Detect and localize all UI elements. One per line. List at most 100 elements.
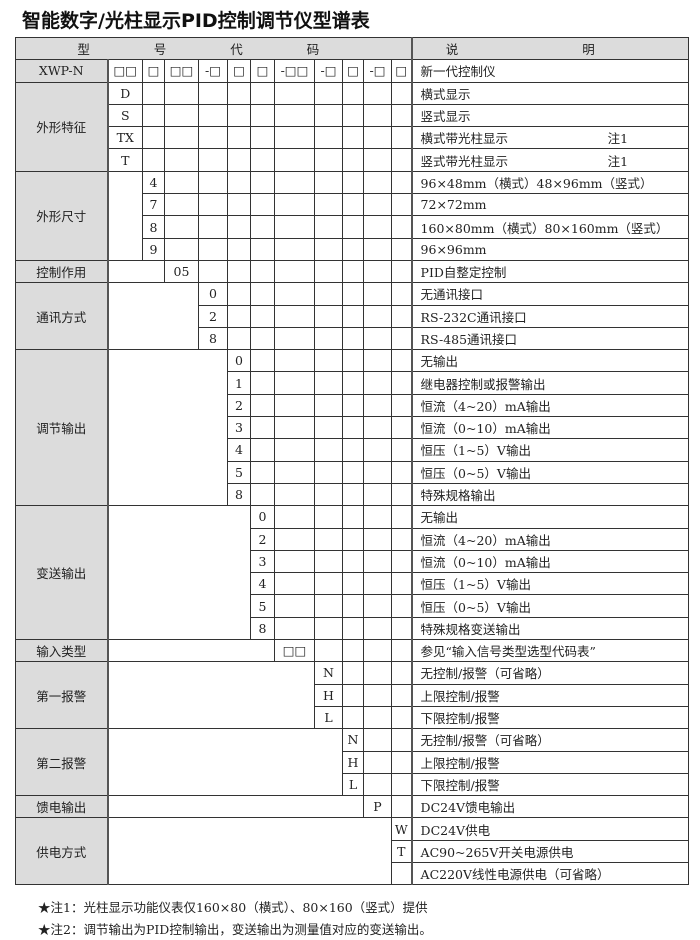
desc-cell: 横式带光柱显示 注1 (410, 126, 690, 150)
desc-cell: DC24V供电 (410, 817, 690, 841)
grid-cell (314, 193, 343, 217)
grid-cell (390, 304, 413, 328)
blank-cell (107, 170, 143, 261)
grid-cell (390, 81, 413, 105)
desc-text: 上限控制/报警 (420, 688, 500, 704)
code-cell: 4 (250, 572, 275, 596)
code-cell: 2 (250, 527, 275, 551)
grid-cell (390, 193, 413, 217)
code-cell: N (342, 728, 364, 752)
code-cell: N (314, 661, 343, 685)
desc-text: 下限控制/报警 (420, 777, 500, 793)
desc-text: 96×48mm（横式）48×96mm（竖式） (420, 175, 653, 191)
grid-cell (274, 482, 315, 507)
blank-cell (107, 817, 392, 886)
grid-cell (198, 215, 228, 239)
grid-cell (227, 81, 251, 105)
grid-cell (390, 215, 413, 239)
section-label: 第二报警 (15, 728, 109, 797)
grid-cell (342, 193, 364, 217)
grid-cell (314, 148, 343, 172)
grid-cell (363, 438, 392, 462)
table-row: 7 72×72mm (16, 193, 690, 217)
grid-cell (314, 505, 343, 529)
section-label: 调节输出 (15, 349, 109, 507)
desc-text: 特殊规格变送输出 (420, 621, 521, 637)
grid-cell (250, 103, 275, 128)
grid-cell (274, 594, 315, 618)
grid-cell (314, 416, 343, 440)
blank-cell (107, 259, 165, 284)
code-slot: -□ (314, 59, 343, 83)
code-cell: 2 (227, 393, 251, 418)
table-row: 3 恒流（0~10）mA输出 (16, 549, 690, 574)
footnote-2: ★注2：调节输出为PID控制输出，变送输出为测量值对应的变送输出。 (38, 922, 432, 937)
table-row: 8 特殊规格变送输出 (16, 616, 690, 641)
grid-cell (363, 148, 392, 172)
table-row: S 竖式显示 (16, 103, 690, 128)
desc-cell: AC90~265V开关电源供电 (410, 839, 690, 863)
grid-cell (390, 795, 413, 819)
desc-text: 96×96mm (420, 241, 487, 257)
grid-cell (274, 616, 315, 641)
grid-cell (227, 126, 251, 150)
grid-cell (314, 237, 343, 261)
grid-cell (390, 527, 413, 551)
grid-cell (274, 259, 315, 284)
code-slot: -□ (198, 59, 228, 83)
code-cell: L (342, 772, 364, 797)
grid-cell (250, 148, 275, 172)
desc-cell: 恒流（0~10）mA输出 (410, 549, 690, 574)
model-spec-table: 型 号 代 码说 明 XWP-N □□ □ □□ -□ □ □ -□□ -□ □ -□ □ 新一代控制仪外… (14, 36, 690, 886)
code-cell: 0 (250, 505, 275, 529)
grid-cell (250, 416, 275, 440)
code-slot: □□ (107, 59, 143, 83)
grid-cell (363, 416, 392, 440)
desc-cell: 恒压（0~5）V输出 (410, 460, 690, 484)
grid-cell (363, 259, 392, 284)
grid-cell (250, 193, 275, 217)
desc-text: 横式显示 (420, 86, 471, 102)
desc-cell: 96×96mm (410, 237, 690, 261)
grid-cell (314, 460, 343, 484)
code-cell: W (390, 817, 413, 841)
grid-cell (314, 126, 343, 150)
grid-cell (342, 683, 364, 707)
grid-cell (227, 170, 251, 195)
grid-cell (363, 639, 392, 663)
grid-cell (314, 639, 343, 663)
grid-cell (342, 639, 364, 663)
grid-cell (390, 237, 413, 261)
grid-cell (342, 549, 364, 574)
desc-cell: 72×72mm (410, 193, 690, 217)
blank-cell (107, 349, 228, 507)
desc-text: RS-485通讯接口 (420, 332, 518, 347)
table-row: L 下限控制/报警 (16, 705, 690, 730)
desc-cell: 恒流（4~20）mA输出 (410, 527, 690, 551)
desc-cell: 竖式带光柱显示 注1 (410, 148, 690, 172)
grid-cell (274, 148, 315, 172)
model-row: XWP-N □□ □ □□ -□ □ □ -□□ -□ □ -□ □ 新一代控制仪 (15, 59, 690, 83)
table-row: 控制作用 05 PID自整定控制 (15, 259, 690, 284)
note-ref: 注1 (607, 131, 629, 147)
desc-text: 恒压（1~5）V输出 (420, 443, 531, 459)
grid-cell (198, 259, 228, 284)
code-cell: 3 (250, 549, 275, 574)
grid-cell (274, 282, 315, 306)
code-cell: 3 (227, 416, 251, 440)
grid-cell (314, 527, 343, 551)
desc-cell: 无控制/报警（可省略） (410, 661, 690, 685)
grid-cell (363, 460, 392, 484)
desc-text: 无通讯接口 (420, 287, 484, 303)
grid-cell (314, 482, 343, 507)
grid-cell (390, 438, 413, 462)
grid-cell (390, 750, 413, 774)
code-cell: 1 (227, 371, 251, 395)
grid-cell (250, 482, 275, 507)
grid-cell (274, 460, 315, 484)
grid-cell (342, 393, 364, 418)
grid-cell (342, 259, 364, 284)
grid-cell (314, 259, 343, 284)
section-label: 外形特征 (15, 81, 109, 172)
grid-cell (390, 661, 413, 685)
